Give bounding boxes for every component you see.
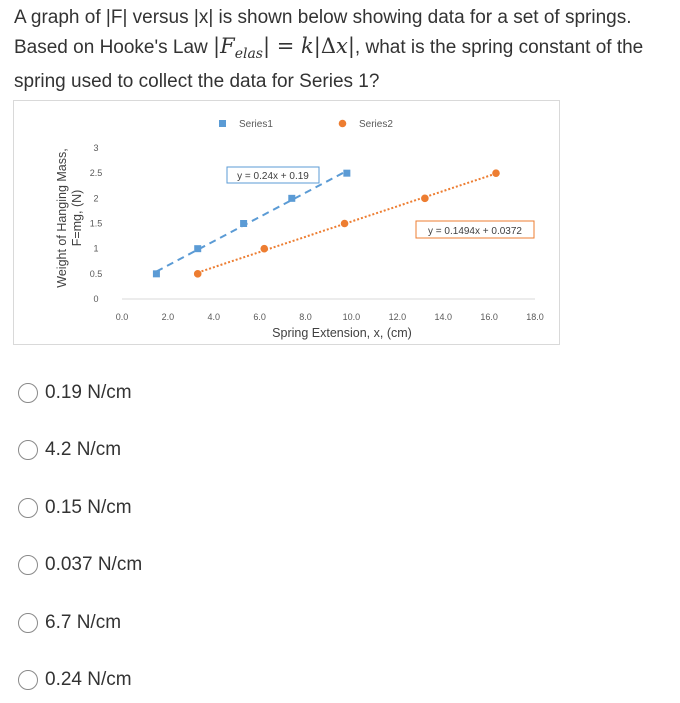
- x-tick-label: 16.0: [480, 312, 498, 322]
- answer-option-label: 0.19 N/cm: [45, 382, 132, 403]
- data-point-series2: [193, 270, 202, 278]
- x-tick-label: 0.0: [116, 312, 129, 322]
- y-tick-label: 2: [93, 193, 98, 203]
- data-point-series2: [421, 194, 429, 203]
- y-tick-label: 1: [93, 244, 98, 254]
- data-point-series2: [492, 169, 500, 177]
- answer-option-3[interactable]: 0.037 N/cm: [18, 552, 142, 578]
- x-tick-label: 6.0: [253, 312, 266, 322]
- question-text: A graph of |F| versus |x| is shown below…: [14, 4, 669, 96]
- legend-entry-series1: Series1: [239, 119, 273, 130]
- x-tick-label: 18.0: [526, 312, 544, 322]
- data-point-series2: [260, 244, 269, 253]
- y-axis-label-line1: Weight of Hanging Mass,: [55, 148, 69, 287]
- axes: 0.0 2.0 4.0 6.0 8.0 10.0 12.0 14.0 16.0 18.0 0 0.5 1…: [90, 143, 544, 322]
- x-tick-label: 8.0: [299, 312, 312, 322]
- trendline-label-box: [415, 220, 535, 239]
- data-point-series1: [152, 270, 160, 278]
- x-tick-label: 2.0: [162, 312, 175, 322]
- y-tick-label: 2.5: [90, 168, 103, 178]
- answer-option-2[interactable]: 0.15 N/cm: [18, 495, 132, 521]
- answer-option-label: 0.24 N/cm: [45, 669, 132, 690]
- x-tick-label: 10.0: [343, 312, 361, 322]
- question-text-after: , what is the spring constant of the spr…: [14, 37, 644, 93]
- y-tick-label: 0.5: [90, 269, 103, 279]
- answer-option-label: 0.037 N/cm: [45, 554, 143, 575]
- data-point-series1: [343, 169, 351, 177]
- legend: Series1 Series2: [219, 119, 393, 130]
- data-points: [152, 169, 500, 278]
- y-axis-label-line2: F=mg, (N): [70, 190, 84, 247]
- legend-marker-square: [219, 120, 226, 127]
- question-text-before: A graph of |F| versus |x| is shown below…: [14, 7, 632, 58]
- hookes-law-formula: |Felas| = k|Δx|: [213, 34, 355, 63]
- answer-option-label: 0.15 N/cm: [45, 497, 132, 518]
- radio-button[interactable]: [18, 670, 38, 690]
- x-tick-label: 4.0: [208, 312, 221, 322]
- chart: 0.0 2.0 4.0 6.0 8.0 10.0 12.0 14.0 16.0 18.0 0 0.5 1…: [13, 100, 560, 345]
- trendline-series1: [155, 170, 348, 273]
- chart-canvas: 0.0 2.0 4.0 6.0 8.0 10.0 12.0 14.0 16.0 18.0 0 0.5 1…: [55, 119, 544, 340]
- radio-button[interactable]: [18, 440, 38, 460]
- y-tick-label: 0: [93, 294, 98, 304]
- data-point-series2: [340, 219, 349, 228]
- answer-option-4[interactable]: 6.7 N/cm: [18, 610, 121, 636]
- trendline-label-box: [226, 166, 320, 184]
- x-axis-label: Spring Extension, x, (cm): [272, 326, 412, 340]
- answer-option-label: 6.7 N/cm: [45, 612, 122, 633]
- data-point-series1: [194, 245, 202, 253]
- answer-option-label: 4.2 N/cm: [45, 439, 122, 460]
- answer-option-5[interactable]: 0.24 N/cm: [18, 667, 132, 693]
- data-point-series1: [288, 194, 296, 202]
- radio-button[interactable]: [18, 613, 38, 633]
- answer-option-0[interactable]: 0.19 N/cm: [18, 380, 132, 406]
- radio-button[interactable]: [18, 498, 38, 518]
- y-tick-label: 3: [93, 143, 98, 153]
- y-tick-label: 1.5: [90, 219, 103, 229]
- trendline-equation-series1: y = 0.24x + 0.19: [237, 171, 309, 182]
- radio-button[interactable]: [18, 555, 38, 575]
- legend-marker-circle: [338, 119, 347, 128]
- answer-option-1[interactable]: 4.2 N/cm: [18, 437, 121, 463]
- trendline-equation-series2: y = 0.1494x + 0.0372: [428, 226, 522, 237]
- x-tick-label: 12.0: [389, 312, 407, 322]
- trendline-labels: y = 0.24x + 0.19 y = 0.1494x + 0.0372: [226, 166, 535, 239]
- legend-entry-series2: Series2: [359, 119, 393, 130]
- x-tick-label: 14.0: [434, 312, 452, 322]
- data-point-series1: [240, 220, 248, 227]
- radio-button[interactable]: [18, 383, 38, 403]
